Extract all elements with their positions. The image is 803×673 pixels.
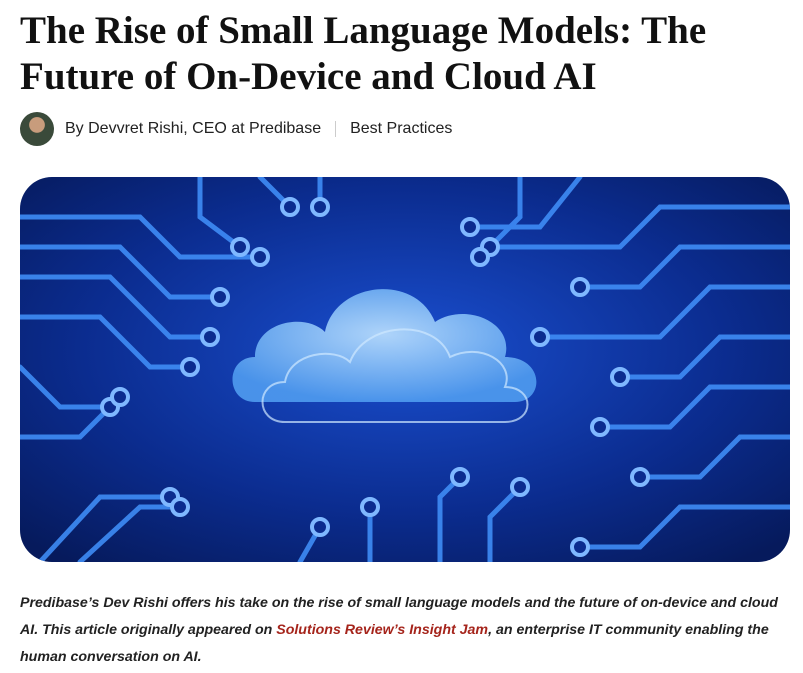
intro-text: , an enterprise IT community enabling th…: [20, 622, 769, 665]
article-title: The Rise of Small Language Models: The F…: [20, 9, 707, 98]
separator: [335, 121, 337, 137]
category-link[interactable]: Best Practices: [350, 120, 453, 137]
byline: By Devvret Rishi, CEO at Predibase: [65, 120, 322, 137]
insight-jam-link[interactable]: Solutions Review’s Insight Jam: [276, 622, 489, 638]
intro-text: Predibase’s Dev Rishi offers his take on…: [20, 595, 778, 638]
author-avatar: [20, 112, 54, 146]
article-meta: By Devvret Rishi, CEO at Predibase Best …: [20, 112, 452, 146]
intro-paragraph: Predibase’s Dev Rishi offers his take on…: [20, 590, 792, 671]
hero-image: [20, 177, 790, 562]
